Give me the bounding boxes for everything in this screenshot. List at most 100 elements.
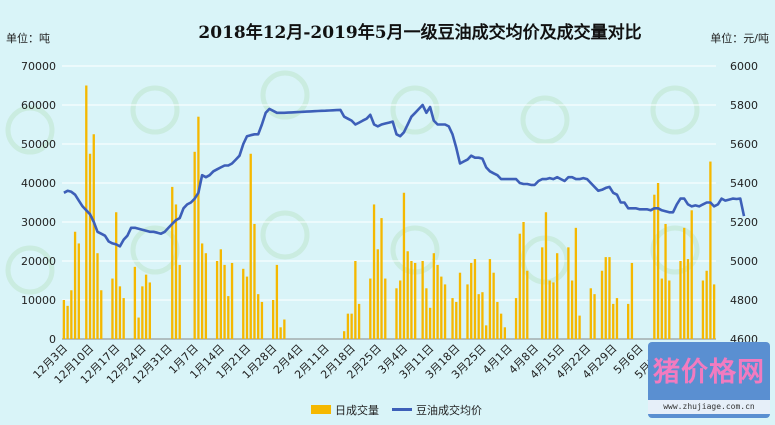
volume-bar bbox=[406, 251, 409, 339]
volume-bar bbox=[630, 262, 634, 339]
volume-bar bbox=[77, 243, 80, 339]
right-tick-label: 4800 bbox=[730, 294, 758, 307]
volume-bar bbox=[122, 298, 125, 339]
volume-bar bbox=[271, 300, 275, 339]
volume-bar bbox=[414, 262, 417, 339]
volume-bar bbox=[455, 301, 458, 339]
legend-bar-swatch bbox=[311, 405, 331, 414]
gridlines bbox=[62, 65, 716, 340]
left-tick-label: 40000 bbox=[21, 177, 56, 190]
volume-bar bbox=[679, 261, 682, 339]
legend-bar-label: 日成交量 bbox=[335, 403, 379, 417]
volume-bars bbox=[62, 85, 716, 339]
volume-bar bbox=[604, 257, 607, 339]
volume-bar bbox=[421, 261, 424, 339]
site-badge: 猪价格网 www.zhujiage.com.cn bbox=[648, 342, 770, 418]
volume-bar bbox=[458, 272, 462, 339]
volume-bar bbox=[615, 298, 619, 339]
volume-bar bbox=[627, 303, 630, 339]
price-series-line bbox=[63, 103, 746, 248]
volume-bar bbox=[88, 153, 92, 339]
volume-bar bbox=[701, 280, 705, 339]
volume-bar bbox=[141, 286, 144, 339]
volume-bar bbox=[709, 161, 712, 339]
volume-bar bbox=[342, 331, 346, 339]
volume-bar bbox=[372, 204, 376, 339]
volume-bar bbox=[245, 276, 249, 339]
volume-bar bbox=[133, 266, 137, 339]
right-tick-label: 5000 bbox=[730, 255, 758, 268]
volume-bar bbox=[178, 264, 181, 339]
left-tick-label: 10000 bbox=[21, 294, 56, 307]
volume-bar bbox=[589, 288, 592, 339]
volume-bar bbox=[354, 261, 357, 339]
volume-bar bbox=[660, 278, 663, 339]
volume-bar bbox=[488, 259, 492, 339]
volume-bar bbox=[567, 247, 570, 339]
volume-bar bbox=[556, 253, 559, 339]
volume-bar bbox=[690, 210, 693, 339]
volume-bar bbox=[432, 253, 436, 339]
watermark-logo bbox=[390, 85, 440, 135]
watermark-logo bbox=[5, 105, 55, 155]
right-tick-label: 5600 bbox=[730, 138, 758, 151]
volume-bar bbox=[118, 286, 122, 339]
volume-bar bbox=[137, 317, 140, 339]
volume-bar bbox=[384, 278, 387, 339]
watermark-logo bbox=[650, 225, 700, 275]
volume-bar bbox=[499, 313, 503, 339]
volume-bar bbox=[253, 223, 256, 339]
volume-bar bbox=[552, 282, 555, 339]
volume-bar bbox=[357, 303, 361, 339]
right-tick-label: 6000 bbox=[730, 60, 758, 73]
volume-bar bbox=[668, 280, 671, 339]
left-tick-label: 50000 bbox=[21, 138, 56, 151]
volume-bar bbox=[574, 227, 578, 339]
volume-bar bbox=[223, 264, 226, 339]
watermark-logo bbox=[520, 95, 570, 145]
volume-bar bbox=[204, 253, 208, 339]
volume-bar bbox=[656, 183, 660, 339]
left-axis-unit: 单位：吨 bbox=[6, 32, 50, 45]
volume-bar bbox=[410, 261, 413, 339]
volume-bar bbox=[600, 270, 604, 339]
volume-bar bbox=[485, 325, 488, 339]
x-axis-ticks: 12月3日12月10日12月17日12月24日12月31日1月7日1月14日1月… bbox=[31, 342, 698, 387]
volume-bar bbox=[608, 257, 611, 339]
chart-title: 2018年12月-2019年5月一级豆油成交均价及成交量对比 bbox=[198, 22, 641, 43]
watermark-logo bbox=[260, 210, 310, 260]
volume-bar bbox=[514, 298, 518, 339]
volume-bar bbox=[144, 274, 148, 339]
volume-bar bbox=[548, 280, 551, 339]
volume-bar bbox=[451, 298, 454, 339]
volume-bar bbox=[541, 247, 544, 339]
right-tick-label: 5400 bbox=[730, 177, 758, 190]
legend-line-label: 豆油成交均价 bbox=[416, 403, 482, 417]
volume-bar bbox=[215, 261, 219, 339]
volume-bar bbox=[350, 313, 353, 339]
left-tick-label: 60000 bbox=[21, 99, 56, 112]
volume-bar bbox=[686, 259, 690, 339]
watermark-logo bbox=[260, 70, 310, 120]
volume-bar bbox=[712, 284, 716, 339]
volume-bar bbox=[683, 227, 686, 339]
volume-bar bbox=[174, 204, 178, 339]
volume-bar bbox=[503, 327, 507, 339]
legend: 日成交量 豆油成交均价 bbox=[311, 403, 482, 417]
volume-bar bbox=[477, 294, 480, 339]
volume-bar bbox=[443, 284, 447, 339]
volume-bar bbox=[200, 243, 204, 339]
volume-bar bbox=[705, 270, 708, 339]
volume-bar bbox=[197, 116, 200, 339]
volume-bar bbox=[62, 300, 66, 339]
volume-bar bbox=[395, 288, 398, 339]
volume-bar bbox=[257, 294, 260, 339]
volume-bar bbox=[111, 278, 114, 339]
left-tick-label: 0 bbox=[49, 333, 56, 346]
volume-bar bbox=[283, 319, 286, 339]
volume-bar bbox=[148, 282, 151, 339]
right-axis-unit: 单位：元/吨 bbox=[710, 32, 769, 45]
watermark-logo bbox=[130, 225, 180, 275]
